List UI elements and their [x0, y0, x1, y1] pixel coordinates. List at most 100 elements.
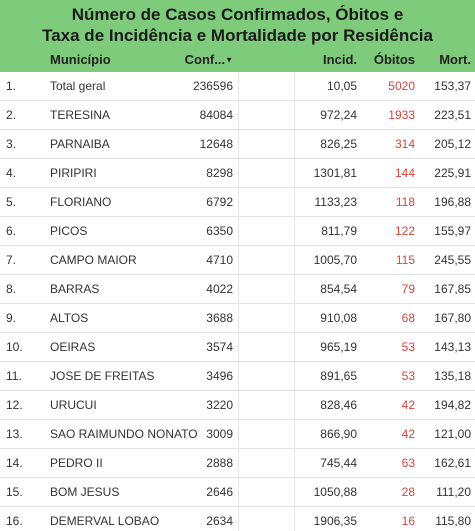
- row-index: 6.: [6, 224, 17, 238]
- incidence: 866,90: [320, 427, 357, 441]
- deaths: 115: [395, 253, 415, 267]
- row-index: 2.: [6, 108, 17, 122]
- mortality: 153,37: [434, 79, 471, 93]
- incidence: 1301,81: [313, 166, 357, 180]
- municipality: JOSE DE FREITAS: [50, 369, 155, 383]
- row-index: 9.: [6, 311, 17, 325]
- confirmed: 3220: [206, 398, 233, 412]
- municipality: OEIRAS: [50, 340, 96, 354]
- confirmed: 2634: [206, 514, 233, 528]
- table-row: 15. BOM JESUS 2646 1050,88 28 111,20: [0, 478, 475, 507]
- deaths: 28: [401, 485, 415, 499]
- table-row: 14. PEDRO II 2888 745,44 63 162,61: [0, 449, 475, 478]
- incidence: 965,19: [320, 340, 357, 354]
- deaths: 5020: [388, 79, 415, 93]
- confirmed: 3496: [206, 369, 233, 383]
- row-index: 5.: [6, 195, 17, 209]
- mortality: 155,97: [434, 224, 471, 238]
- confirmed: 4710: [206, 253, 233, 267]
- deaths: 1933: [388, 108, 415, 122]
- mortality: 121,00: [434, 427, 471, 441]
- incidence: 1005,70: [313, 253, 357, 267]
- municipality: BARRAS: [50, 282, 100, 296]
- municipality: CAMPO MAIOR: [50, 253, 137, 267]
- municipality: TERESINA: [50, 108, 111, 122]
- table-row: 5. FLORIANO 6792 1133,23 118 196,88: [0, 188, 475, 217]
- column-header[interactable]: Óbitos: [373, 52, 415, 67]
- table-row: 13. SAO RAIMUNDO NONATO 3009 866,90 42 121,00: [0, 420, 475, 449]
- row-index: 14.: [6, 456, 23, 470]
- incidence: 811,79: [321, 224, 357, 238]
- deaths: 42: [401, 427, 415, 441]
- incidence: 828,46: [320, 398, 357, 412]
- deaths: 118: [395, 195, 415, 209]
- confirmed: 3574: [206, 340, 233, 354]
- table-row: 4. PIRIPIRI 8298 1301,81 144 225,91: [0, 159, 475, 188]
- municipality: Total geral: [50, 79, 106, 93]
- deaths: 144: [394, 166, 415, 180]
- incidence: 826,25: [320, 137, 357, 151]
- mortality: 143,13: [434, 340, 471, 354]
- confirmed: 3688: [206, 311, 233, 325]
- deaths: 42: [401, 398, 415, 412]
- table-row: 1. Total geral 236596 10,05 5020 153,37: [0, 72, 475, 101]
- mortality: 115,80: [435, 514, 471, 528]
- table-row: 11. JOSE DE FREITAS 3496 891,65 53 135,18: [0, 362, 475, 391]
- sort-arrow: ▼: [225, 55, 233, 65]
- mortality: 162,61: [434, 456, 471, 470]
- incidence: 1906,35: [313, 514, 357, 528]
- incidence: 854,54: [320, 282, 357, 296]
- mortality: 223,51: [434, 108, 471, 122]
- mortality: 245,55: [434, 253, 471, 267]
- confirmed: 84084: [199, 108, 233, 122]
- incidence: 972,24: [320, 108, 357, 122]
- deaths: 79: [401, 282, 415, 296]
- incidence: 1050,88: [313, 485, 357, 499]
- table-row: 6. PICOS 6350 811,79 122 155,97: [0, 217, 475, 246]
- header-row: Município Conf...▼ Incid. Óbitos Mort.: [0, 48, 475, 72]
- incidence: 10,05: [326, 79, 357, 93]
- municipality: PEDRO II: [50, 456, 103, 470]
- row-index: 1.: [6, 79, 17, 93]
- municipality: PIRIPIRI: [50, 166, 97, 180]
- municipality: DEMERVAL LOBAO: [50, 514, 160, 528]
- mortality: 135,18: [434, 369, 471, 383]
- row-index: 15.: [6, 485, 23, 499]
- title: Número de Casos Confirmados, Óbitos e Ta…: [0, 0, 475, 48]
- confirmed: 2888: [206, 456, 233, 470]
- table-row: 2. TERESINA 84084 972,24 1933 223,51: [0, 101, 475, 130]
- row-index: 10.: [6, 340, 23, 354]
- row-index: 12.: [6, 398, 23, 412]
- row-index: 4.: [6, 166, 17, 180]
- mortality: 167,85: [434, 282, 471, 296]
- title-line: Número de Casos Confirmados, Óbitos e: [71, 5, 404, 24]
- deaths: 53: [401, 340, 415, 354]
- mortality: 167,80: [434, 311, 471, 325]
- municipality: BOM JESUS: [50, 485, 120, 499]
- mortality: 194,82: [434, 398, 471, 412]
- row-index: 3.: [6, 137, 17, 151]
- confirmed: 6350: [206, 224, 233, 238]
- row-index: 7.: [6, 253, 17, 267]
- column-header[interactable]: Conf...▼: [185, 48, 233, 73]
- municipality: SAO RAIMUNDO NONATO: [50, 427, 198, 441]
- municipality: PARNAIBA: [50, 137, 110, 151]
- deaths: 314: [394, 137, 415, 151]
- deaths: 122: [394, 224, 415, 238]
- confirmed: 12648: [199, 137, 233, 151]
- incidence: 745,44: [320, 456, 357, 470]
- confirmed: 8298: [206, 166, 233, 180]
- column-header[interactable]: Incid.: [323, 52, 357, 67]
- mortality: 225,91: [434, 166, 471, 180]
- incidence: 891,65: [320, 369, 357, 383]
- row-index: 11.: [6, 369, 22, 383]
- column-header[interactable]: Mort.: [439, 52, 471, 67]
- column-divider: [238, 72, 239, 531]
- mortality: 111,20: [436, 485, 471, 499]
- confirmed: 2646: [206, 485, 233, 499]
- column-header[interactable]: Município: [50, 52, 111, 67]
- deaths: 68: [401, 311, 415, 325]
- incidence: 910,08: [320, 311, 357, 325]
- row-index: 8.: [6, 282, 17, 296]
- table-row: 12. URUCUI 3220 828,46 42 194,82: [0, 391, 475, 420]
